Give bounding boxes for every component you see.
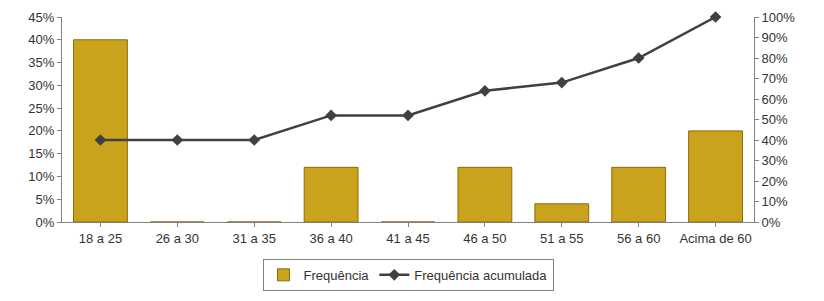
svg-text:5%: 5%	[36, 192, 55, 207]
svg-text:40%: 40%	[28, 32, 54, 47]
svg-text:40%: 40%	[762, 133, 788, 148]
svg-text:41 a 45: 41 a 45	[386, 231, 429, 246]
svg-text:10%: 10%	[762, 194, 788, 209]
svg-text:Frequência: Frequência	[304, 268, 370, 283]
svg-text:20%: 20%	[762, 174, 788, 189]
svg-text:45%: 45%	[28, 10, 54, 25]
svg-text:10%: 10%	[28, 169, 54, 184]
svg-text:26 a 30: 26 a 30	[156, 231, 199, 246]
svg-text:31 a 35: 31 a 35	[233, 231, 276, 246]
svg-text:15%: 15%	[28, 146, 54, 161]
svg-text:0%: 0%	[762, 215, 781, 230]
svg-text:56 a 60: 56 a 60	[617, 231, 660, 246]
svg-text:50%: 50%	[762, 112, 788, 127]
svg-text:20%: 20%	[28, 123, 54, 138]
svg-text:18 a 25: 18 a 25	[79, 231, 122, 246]
svg-text:80%: 80%	[762, 51, 788, 66]
svg-text:70%: 70%	[762, 71, 788, 86]
svg-text:36 a 40: 36 a 40	[309, 231, 352, 246]
svg-text:35%: 35%	[28, 55, 54, 70]
svg-text:90%: 90%	[762, 30, 788, 45]
svg-text:Acima de 60: Acima de 60	[679, 231, 751, 246]
svg-text:30%: 30%	[762, 153, 788, 168]
svg-text:60%: 60%	[762, 92, 788, 107]
svg-text:46 a 50: 46 a 50	[463, 231, 506, 246]
svg-text:0%: 0%	[36, 215, 55, 230]
svg-text:25%: 25%	[28, 101, 54, 116]
svg-text:30%: 30%	[28, 78, 54, 93]
svg-text:Frequência acumulada: Frequência acumulada	[414, 268, 547, 283]
svg-text:51 a 55: 51 a 55	[540, 231, 583, 246]
svg-text:100%: 100%	[762, 10, 796, 25]
